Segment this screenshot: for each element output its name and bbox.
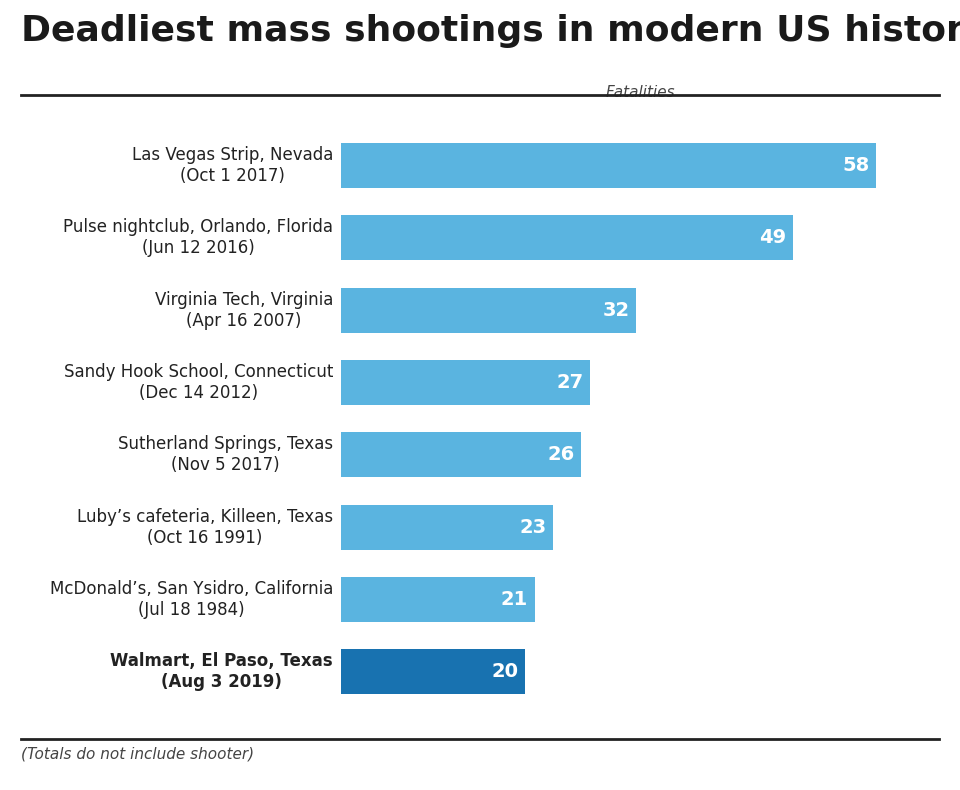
Text: 21: 21 [501,590,528,609]
Text: Walmart, El Paso, Texas
(Aug 3 2019): Walmart, El Paso, Texas (Aug 3 2019) [110,653,333,691]
Bar [341,505,553,550]
Text: 49: 49 [759,228,786,247]
Text: 23: 23 [519,517,546,536]
Text: 20: 20 [492,662,519,682]
Text: 27: 27 [557,373,584,392]
Text: Las Vegas Strip, Nevada
(Oct 1 2017): Las Vegas Strip, Nevada (Oct 1 2017) [132,146,333,185]
Text: 58: 58 [843,156,870,175]
Text: Deadliest mass shootings in modern US history: Deadliest mass shootings in modern US hi… [21,14,960,48]
Bar [341,360,590,405]
Text: 32: 32 [603,301,630,320]
Bar [341,432,581,477]
Text: Fatalities: Fatalities [606,85,676,100]
Text: McDonald’s, San Ysidro, California
(Jul 18 1984): McDonald’s, San Ysidro, California (Jul … [50,580,333,619]
Bar [341,288,636,333]
Bar [341,143,876,188]
Text: Pulse nightclub, Orlando, Florida
(Jun 12 2016): Pulse nightclub, Orlando, Florida (Jun 1… [63,219,333,258]
Text: Virginia Tech, Virginia
(Apr 16 2007): Virginia Tech, Virginia (Apr 16 2007) [155,291,333,329]
Bar [341,649,525,694]
Text: Sutherland Springs, Texas
(Nov 5 2017): Sutherland Springs, Texas (Nov 5 2017) [118,435,333,474]
Text: Luby’s cafeteria, Killeen, Texas
(Oct 16 1991): Luby’s cafeteria, Killeen, Texas (Oct 16… [77,508,333,547]
Text: 26: 26 [547,446,574,465]
Bar [341,216,793,260]
Text: Sandy Hook School, Connecticut
(Dec 14 2012): Sandy Hook School, Connecticut (Dec 14 2… [63,363,333,402]
Bar [341,577,535,622]
Text: (Totals do not include shooter): (Totals do not include shooter) [21,747,254,762]
